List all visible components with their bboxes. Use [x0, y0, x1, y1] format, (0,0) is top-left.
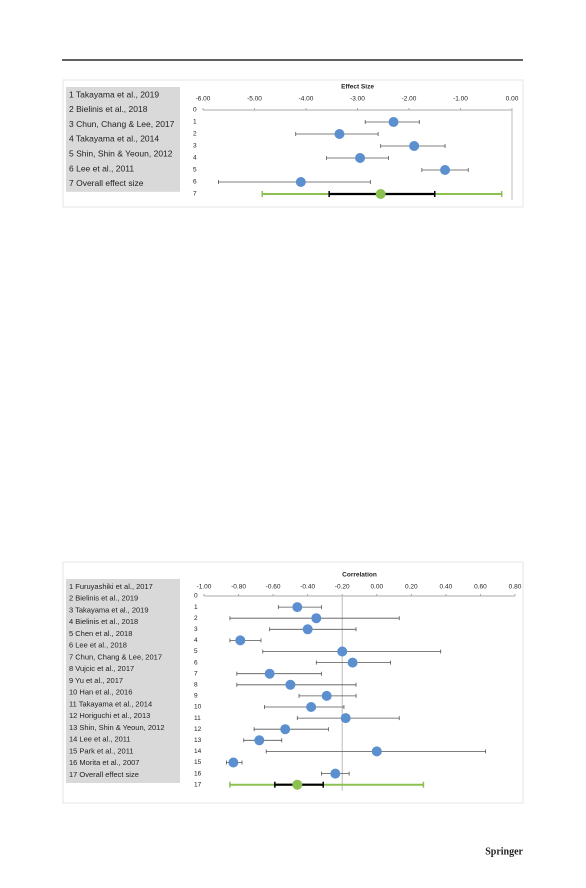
x-tick-label: 0.00	[506, 96, 519, 103]
effect-point	[306, 702, 317, 712]
x-tick-label: 0.80	[509, 584, 522, 591]
row-label: 9	[194, 693, 198, 700]
effect-point	[388, 117, 399, 127]
row-label: 17	[194, 781, 202, 788]
x-tick-label: 0.60	[474, 584, 487, 591]
row-label: 0	[194, 593, 198, 600]
effect-point	[285, 679, 296, 690]
x-tick-label: -0.60	[266, 584, 281, 591]
x-tick-label: 0.00	[370, 584, 383, 591]
row-label: 6	[194, 659, 198, 666]
pooled-point	[375, 189, 386, 199]
effect-point	[254, 735, 265, 746]
x-tick-label: -1.00	[197, 584, 212, 591]
study-label: 7 Chun, Chang & Lee, 2017	[69, 652, 162, 661]
axis-title: Effect Size	[341, 84, 374, 91]
effect-point	[321, 690, 332, 701]
row-label: 4	[194, 637, 198, 644]
effect-point	[295, 177, 306, 187]
effect-point	[292, 602, 303, 613]
study-label: 5 Chen et al., 2018	[69, 629, 132, 638]
study-label: 4 Bielinis et al., 2018	[69, 617, 138, 626]
study-label: 1 Furuyashiki et al., 2017	[69, 582, 153, 591]
row-label: 11	[194, 715, 201, 722]
figure-frame	[62, 561, 524, 804]
study-label: 10 Han et al., 2016	[69, 688, 132, 697]
study-label: 2 Bielinis et al., 2018	[69, 104, 148, 114]
x-tick-label: -0.40	[300, 584, 315, 591]
publisher: Springer	[485, 846, 523, 857]
row-label: 2	[194, 615, 198, 622]
effect-point	[409, 141, 420, 151]
effect-point	[440, 165, 451, 175]
effect-point	[228, 757, 239, 768]
study-label: 4 Takayama et al., 2014	[69, 134, 159, 144]
effect-point	[355, 153, 366, 163]
row-label: 2	[193, 131, 197, 138]
study-label: 5 Shin, Shin & Yeoun, 2012	[69, 148, 173, 158]
effect-point	[280, 724, 291, 735]
study-label: 8 Vujcic et al., 2017	[69, 664, 134, 673]
figure-frame	[62, 79, 524, 208]
study-label: 15 Park et al., 2011	[69, 746, 134, 755]
row-label: 7	[194, 670, 198, 677]
study-panel	[66, 87, 180, 192]
study-panel	[66, 579, 180, 783]
row-label: 1	[193, 119, 197, 126]
study-label: 16 Morita et al., 2007	[69, 758, 139, 767]
x-tick-label: -1.00	[453, 96, 468, 103]
effect-point	[311, 613, 322, 624]
row-label: 5	[194, 648, 198, 655]
row-label: 0	[193, 107, 197, 114]
row-label: 5	[193, 167, 197, 174]
effect-point	[337, 646, 348, 657]
study-label: 11 Takayama et al., 2014	[69, 699, 152, 708]
pooled-point	[292, 779, 303, 790]
x-tick-label: -3.00	[350, 96, 365, 103]
study-label: 12 Horiguchi et al., 2013	[69, 711, 150, 720]
study-label: 17 Overall effect size	[69, 770, 139, 779]
x-tick-label: 0.40	[440, 584, 453, 591]
x-tick-label: -0.80	[231, 584, 246, 591]
row-label: 10	[194, 704, 202, 711]
row-label: 15	[194, 759, 202, 766]
effect-point	[347, 657, 358, 668]
effect-point	[235, 635, 246, 646]
x-tick-label: -0.20	[335, 584, 350, 591]
effect-point	[330, 768, 341, 779]
study-label: 1 Takayama et al., 2019	[69, 89, 159, 99]
effect-point	[302, 624, 313, 635]
row-label: 6	[193, 179, 197, 186]
study-label: 13 Shin, Shin & Yeoun, 2012	[69, 723, 165, 732]
row-label: 1	[194, 604, 198, 611]
x-tick-label: -2.00	[402, 96, 417, 103]
study-label: 6 Lee et al., 2011	[69, 163, 134, 173]
row-label: 12	[194, 726, 202, 733]
x-tick-label: -5.00	[247, 96, 262, 103]
effect-point	[334, 129, 345, 139]
row-label: 3	[194, 626, 198, 633]
study-label: 14 Lee et al., 2011	[69, 735, 131, 744]
x-tick-label: 0.20	[405, 584, 418, 591]
effect-point	[371, 746, 382, 757]
study-label: 3 Chun, Chang & Lee, 2017	[69, 119, 175, 129]
study-label: 9 Yu et al., 2017	[69, 676, 123, 685]
row-label: 13	[194, 737, 202, 744]
effect-point	[264, 668, 275, 679]
axis-title: Correlation	[342, 572, 377, 579]
row-label: 4	[193, 155, 197, 162]
row-label: 16	[194, 770, 202, 777]
x-tick-label: -4.00	[299, 96, 314, 103]
row-label: 3	[193, 143, 197, 150]
row-label: 8	[194, 682, 198, 689]
study-label: 2 Bielinis et al., 2019	[69, 594, 138, 603]
row-label: 7	[193, 191, 197, 198]
study-label: 6 Lee et al., 2018	[69, 641, 127, 650]
study-label: 3 Takayama et al., 2019	[69, 605, 149, 614]
effect-point	[340, 713, 351, 724]
row-label: 14	[194, 748, 202, 755]
study-label: 7 Overall effect size	[69, 178, 144, 188]
x-tick-label: -6.00	[196, 96, 211, 103]
